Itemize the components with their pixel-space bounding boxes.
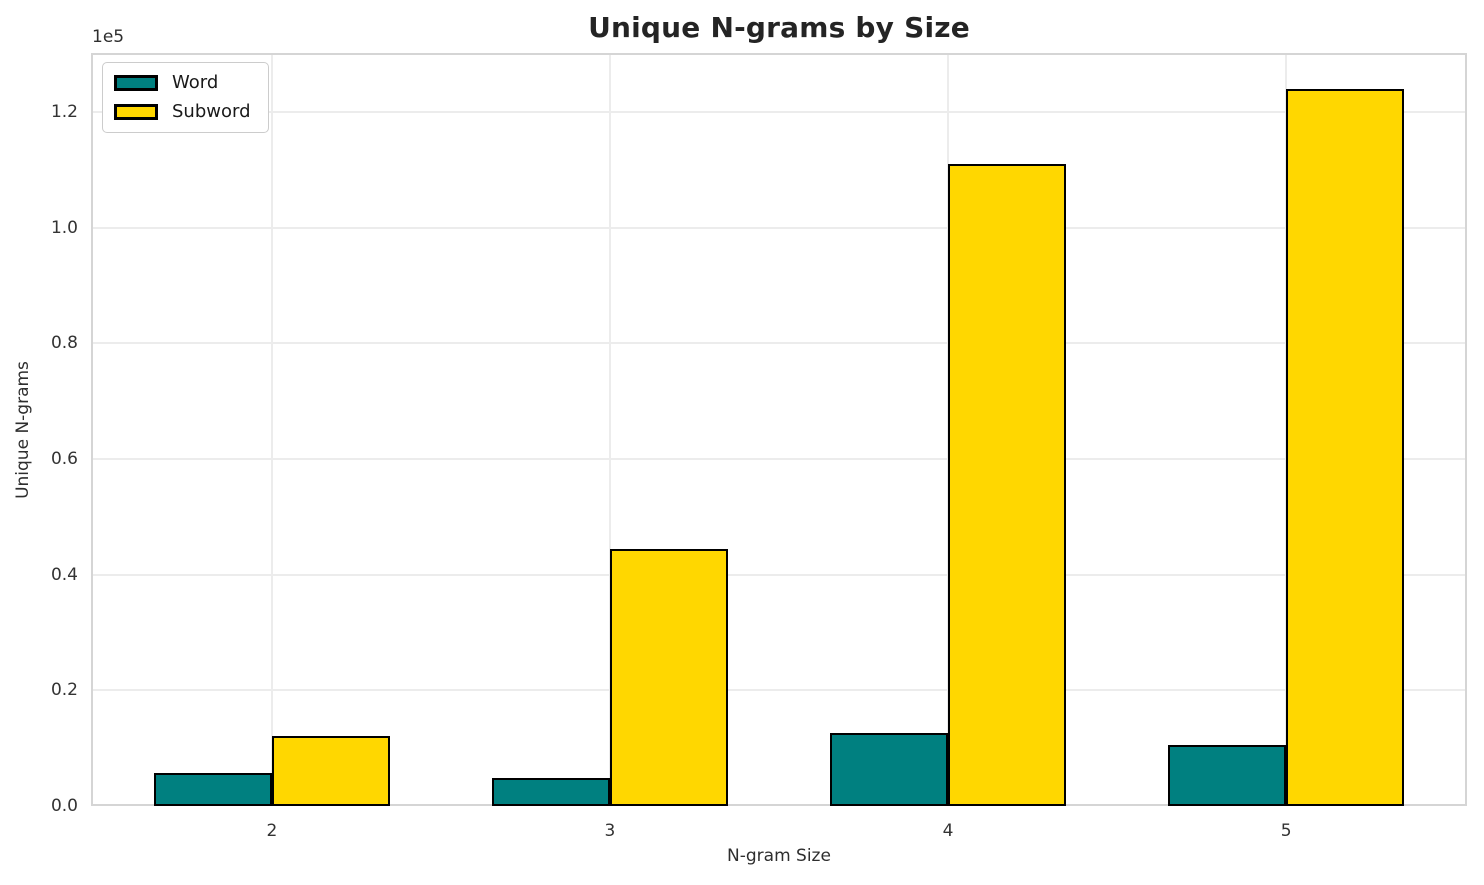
legend-label: Subword: [172, 101, 251, 122]
x-axis-label: N-gram Size: [727, 846, 831, 866]
legend-label: Word: [172, 72, 219, 93]
h-gridline: [91, 573, 1467, 576]
x-tick-label: 4: [942, 821, 954, 841]
x-tick-label: 3: [604, 821, 616, 841]
legend-swatch-word-icon: [114, 75, 158, 91]
bar-subword-3: [609, 549, 729, 806]
legend: Word Subword: [102, 62, 269, 133]
y-tick-label: 0.2: [50, 680, 78, 701]
chart-title: Unique N-grams by Size: [588, 11, 970, 44]
y-tick-label: 1.2: [50, 101, 78, 122]
legend-item-word: Word: [114, 72, 251, 94]
bar-subword-5: [1286, 88, 1405, 806]
h-gridline: [91, 689, 1467, 692]
y-axis-offset-label: 1e5: [92, 27, 125, 47]
bar-word-2: [153, 773, 272, 806]
bar-subword-4: [948, 164, 1067, 806]
v-gridline: [270, 53, 273, 806]
bar-word-5: [1167, 745, 1287, 806]
y-tick-label: 0.8: [50, 333, 78, 354]
bar-word-4: [829, 733, 949, 806]
y-tick-label: 0.4: [50, 564, 78, 585]
x-tick-label: 5: [1280, 821, 1292, 841]
plot-area: Word Subword: [91, 53, 1467, 806]
h-gridline: [91, 226, 1467, 229]
h-gridline: [91, 110, 1467, 113]
bar-word-3: [491, 777, 610, 806]
h-gridline: [91, 342, 1467, 345]
x-tick-label: 2: [266, 821, 278, 841]
v-gridline: [608, 53, 611, 806]
bar-subword-2: [271, 736, 391, 806]
y-tick-label: 0.0: [50, 796, 78, 816]
y-tick-label: 0.6: [50, 448, 78, 469]
h-gridline: [91, 457, 1467, 460]
axes-spines: [91, 53, 1467, 806]
legend-swatch-subword-icon: [114, 104, 158, 120]
legend-item-subword: Subword: [114, 101, 251, 123]
y-tick-label: 1.0: [50, 217, 78, 238]
y-axis-label: Unique N-grams: [13, 361, 33, 499]
